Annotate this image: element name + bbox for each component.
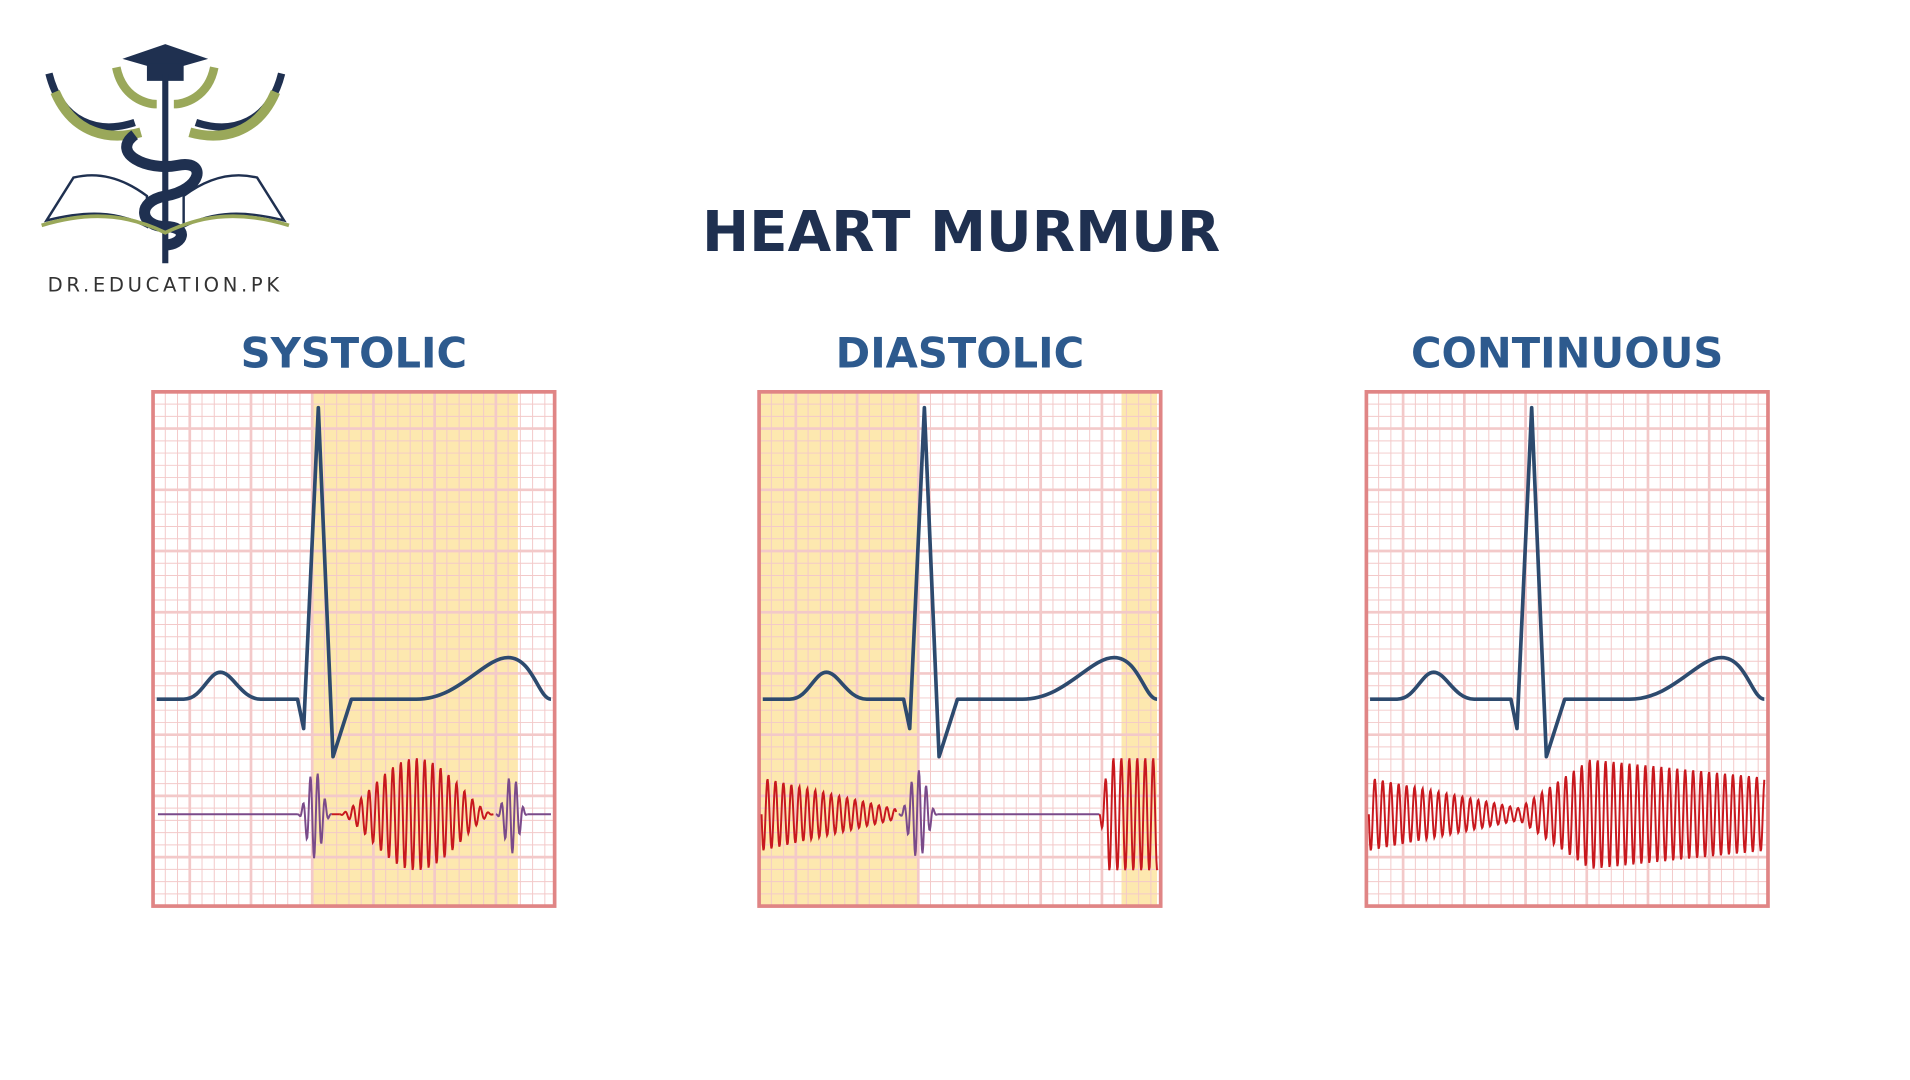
panels: SYSTOLIC DIASTOLIC CONTINUOUS bbox=[151, 328, 1770, 908]
logo-text: DR.EDUCATION.PK bbox=[48, 273, 283, 296]
panel-label: SYSTOLIC bbox=[241, 328, 467, 377]
sound-wave bbox=[1367, 759, 1766, 869]
panel-border bbox=[757, 390, 1163, 908]
panel-label: CONTINUOUS bbox=[1411, 328, 1723, 377]
ecg-trace bbox=[762, 405, 1158, 759]
panel: SYSTOLIC bbox=[151, 328, 557, 908]
ecg-trace bbox=[156, 405, 552, 759]
panel-label: DIASTOLIC bbox=[836, 328, 1084, 377]
sound-wave bbox=[339, 758, 494, 871]
logo: DR.EDUCATION.PK bbox=[41, 44, 290, 296]
panel: CONTINUOUS bbox=[1364, 328, 1770, 908]
panel-border bbox=[1364, 390, 1770, 908]
title: HEART MURMUR bbox=[702, 200, 1220, 265]
panel-border bbox=[151, 390, 557, 908]
sound-wave bbox=[297, 773, 332, 859]
panel: DIASTOLIC bbox=[757, 328, 1163, 908]
sound-wave bbox=[1098, 758, 1158, 871]
sound-wave bbox=[898, 770, 939, 856]
sound-wave bbox=[495, 778, 528, 854]
ecg-trace bbox=[1370, 405, 1765, 759]
sound-wave bbox=[760, 778, 898, 851]
